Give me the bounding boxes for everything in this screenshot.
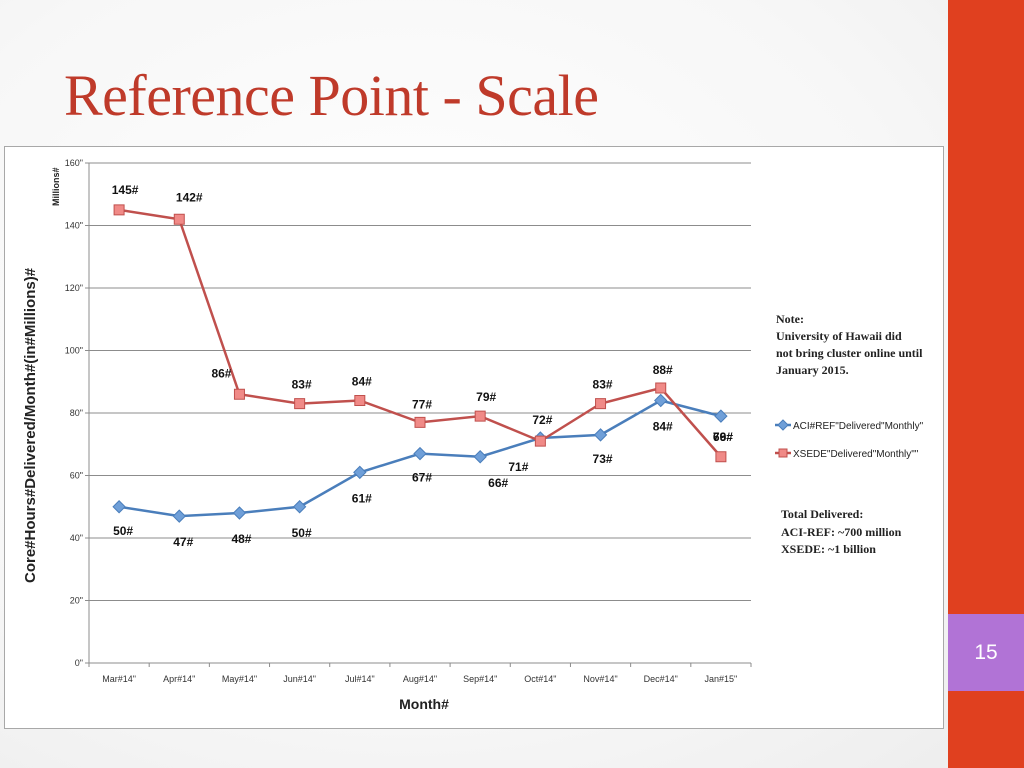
data-point-marker xyxy=(232,506,247,520)
data-point-marker xyxy=(474,410,486,422)
slide-title: Reference Point - Scale xyxy=(64,63,599,128)
x-tick-label: Jun#14" xyxy=(283,674,316,684)
y-tick-label: 20" xyxy=(70,596,83,606)
data-label: 66# xyxy=(488,476,508,490)
data-point-marker xyxy=(655,382,667,394)
y-axis-title: Core#Hours#Delivered/Month#(in#Millions)… xyxy=(22,267,39,583)
y-tick-label: 0" xyxy=(75,658,83,668)
data-label: 72# xyxy=(532,413,552,427)
data-point-marker xyxy=(654,393,668,408)
x-tick-label: Jul#14" xyxy=(345,674,375,684)
totals-heading: Total Delivered: xyxy=(781,507,864,521)
note-line: University of Hawaii did xyxy=(776,329,902,343)
data-point-marker xyxy=(715,451,727,463)
legend: ACI#REF"Delivered"Monthly" XSEDE"Delivere… xyxy=(775,419,924,460)
y-unit-label: Millions# xyxy=(51,167,61,206)
x-tick-label: Oct#14" xyxy=(524,674,556,684)
data-point-marker xyxy=(292,500,307,514)
data-point-marker xyxy=(414,416,426,428)
data-label: 86# xyxy=(211,366,231,380)
data-point-marker xyxy=(473,450,487,464)
data-label: 47# xyxy=(173,535,193,549)
x-tick-label: May#14" xyxy=(222,674,257,684)
x-tick-label: Mar#14" xyxy=(102,674,136,684)
slide-number: 15 xyxy=(948,614,1024,691)
data-point-marker xyxy=(354,395,366,406)
data-point-marker xyxy=(534,435,546,447)
data-label: 50# xyxy=(292,526,312,540)
totals-line: ACI-REF: ~700 million xyxy=(781,524,902,539)
legend-marker xyxy=(777,419,789,431)
data-label: 88# xyxy=(653,363,673,377)
data-point-marker xyxy=(353,465,367,480)
data-label: 142# xyxy=(176,190,203,204)
data-point-marker xyxy=(233,388,245,400)
data-label: 71# xyxy=(508,460,528,474)
data-label: 50# xyxy=(113,524,133,538)
data-point-marker xyxy=(172,509,186,523)
data-label: 84# xyxy=(352,375,372,389)
data-point-marker xyxy=(112,500,126,514)
chart-frame xyxy=(4,146,944,729)
gridlines xyxy=(89,162,751,601)
data-label: 66# xyxy=(713,430,733,444)
data-label: 73# xyxy=(593,452,613,466)
data-label: 83# xyxy=(292,378,312,392)
y-tick-label: 120" xyxy=(65,283,83,293)
legend-label: ACI#REF"Delivered"Monthly" xyxy=(793,421,924,432)
y-tick-label: 160" xyxy=(65,158,83,168)
x-tick-label: Apr#14" xyxy=(163,674,195,684)
y-tick-label: 100" xyxy=(65,346,83,356)
totals-block: Total Delivered: ACI-REF: ~700 million X… xyxy=(781,506,946,559)
data-point-marker xyxy=(595,398,607,410)
data-label: 48# xyxy=(231,532,251,546)
x-tick-label: Aug#14" xyxy=(403,674,437,684)
axes: 0" 20" 40" 60" 80" 100" 120" 140" 160" Mar#14" Apr… xyxy=(65,158,752,684)
data-label: 77# xyxy=(412,397,432,411)
x-tick-label: Sep#14" xyxy=(463,674,497,684)
x-tick-label: Dec#14" xyxy=(644,674,678,684)
line-chart: 0" 20" 40" 60" 80" 100" 120" 140" 160" Mar#14" Apr… xyxy=(22,158,924,712)
legend-label: XSEDE"Delivered"Monthly"" xyxy=(793,449,919,460)
x-tick-label: Nov#14" xyxy=(583,674,617,684)
series-lines xyxy=(112,204,728,523)
legend-marker xyxy=(778,448,788,458)
data-label: 84# xyxy=(653,420,673,434)
data-label: 67# xyxy=(412,471,432,485)
data-label: 145# xyxy=(112,183,139,197)
data-point-marker xyxy=(413,446,427,461)
x-tick-label: Jan#15" xyxy=(705,674,738,684)
data-label: 83# xyxy=(593,378,613,392)
data-point-marker xyxy=(593,428,608,442)
data-point-marker xyxy=(113,204,125,216)
data-label: 61# xyxy=(352,491,372,505)
y-tick-label: 40" xyxy=(70,533,83,543)
y-tick-label: 60" xyxy=(70,471,83,481)
x-axis-title: Month# xyxy=(399,696,449,712)
note-heading: Note: xyxy=(776,312,804,326)
y-tick-label: 140" xyxy=(65,221,83,231)
note-line: January 2015. xyxy=(776,363,849,377)
totals-line: XSEDE: ~1 billion xyxy=(781,542,876,556)
note-line: not bring cluster online until xyxy=(776,346,923,360)
note-block: Note: University of Hawaii did not bring… xyxy=(776,311,946,379)
y-tick-label: 80" xyxy=(70,408,83,418)
data-point-marker xyxy=(173,213,185,225)
data-point-marker xyxy=(714,409,728,423)
data-label: 79# xyxy=(713,430,733,444)
data-labels: 50#47# 48# 50#61#67# 66#71#73#84#79#145#142… xyxy=(112,183,734,549)
data-label: 79# xyxy=(476,390,496,404)
data-point-marker xyxy=(294,398,306,410)
